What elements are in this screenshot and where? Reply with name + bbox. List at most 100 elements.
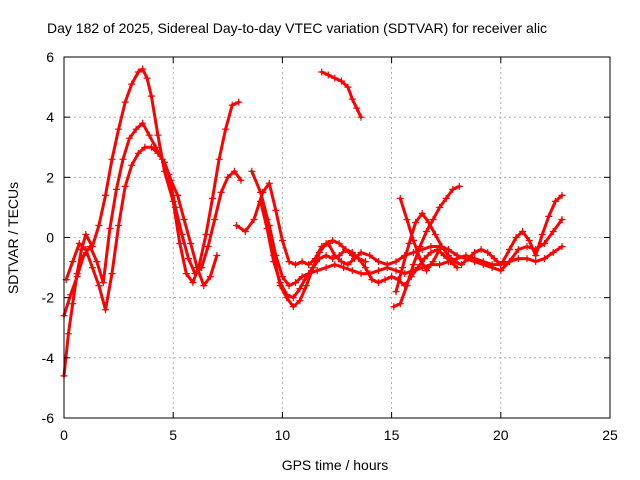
series-line <box>62 121 243 318</box>
data-point <box>368 276 376 284</box>
data-point <box>558 243 566 250</box>
data-point <box>204 243 212 250</box>
data-point <box>283 294 291 302</box>
data-point <box>484 249 492 256</box>
data-point <box>174 191 182 199</box>
data-point <box>95 282 103 290</box>
data-point <box>141 143 149 151</box>
data-point <box>171 203 179 211</box>
data-point <box>396 300 404 308</box>
data-point <box>541 255 548 263</box>
data-point <box>558 216 566 223</box>
data-point <box>82 246 90 253</box>
data-point <box>134 149 142 157</box>
y-tick-label: 4 <box>46 109 54 125</box>
data-point <box>342 246 350 253</box>
data-point <box>329 237 337 244</box>
data-point <box>139 119 147 127</box>
data-point <box>143 74 151 82</box>
data-point <box>396 194 404 202</box>
data-point <box>309 264 317 272</box>
series-line <box>250 169 564 288</box>
data-point <box>296 297 304 305</box>
data-point <box>477 246 485 253</box>
data-point <box>302 282 310 290</box>
data-point <box>329 255 337 263</box>
data-point <box>355 255 363 263</box>
x-tick-label: 20 <box>493 427 509 443</box>
data-point <box>200 282 208 290</box>
data-point <box>102 306 109 314</box>
series-line <box>259 199 459 300</box>
data-point <box>357 270 365 278</box>
data-point <box>134 68 142 76</box>
data-point <box>278 237 286 244</box>
data-point <box>106 225 114 232</box>
data-point <box>361 258 369 266</box>
series-track-7 <box>263 216 369 311</box>
data-point <box>412 219 420 226</box>
data-point <box>532 258 540 266</box>
data-point <box>337 77 345 85</box>
data-point <box>381 276 389 284</box>
data-point <box>429 216 437 223</box>
data-point <box>316 249 323 256</box>
data-point <box>532 252 540 259</box>
data-point <box>213 252 221 259</box>
data-point <box>416 255 424 263</box>
data-point <box>455 182 463 190</box>
data-point <box>458 261 465 269</box>
data-point <box>337 258 345 266</box>
data-point <box>95 222 103 229</box>
x-tick-label: 10 <box>275 427 291 443</box>
data-point <box>257 188 265 196</box>
data-point <box>523 255 531 263</box>
data-point <box>514 246 522 253</box>
data-point <box>414 264 422 272</box>
data-point <box>276 282 284 290</box>
data-point <box>375 258 382 266</box>
data-point <box>147 143 155 151</box>
data-point <box>331 261 339 269</box>
data-point <box>313 267 321 275</box>
y-tick-label: -2 <box>42 290 55 306</box>
data-point <box>82 231 90 238</box>
data-point <box>176 240 184 247</box>
data-point <box>324 71 332 79</box>
data-point <box>99 279 107 287</box>
data-point <box>265 179 273 187</box>
data-point <box>119 155 127 163</box>
data-point <box>549 249 557 256</box>
data-point <box>139 65 147 73</box>
data-point <box>488 261 496 269</box>
data-point <box>202 231 210 238</box>
data-point <box>409 249 417 256</box>
data-point <box>69 258 77 266</box>
data-point <box>322 264 330 272</box>
data-point <box>442 194 450 202</box>
data-point <box>464 255 472 263</box>
data-point <box>64 330 72 338</box>
data-point <box>514 255 522 263</box>
data-point <box>353 104 361 112</box>
data-point <box>449 185 457 193</box>
data-point <box>102 191 109 199</box>
data-point <box>444 252 452 259</box>
series-line <box>265 218 367 309</box>
data-point <box>86 243 94 250</box>
data-point <box>436 203 444 211</box>
data-point <box>248 167 256 175</box>
series-line <box>64 145 219 312</box>
data-point <box>296 285 304 293</box>
data-point <box>263 216 271 223</box>
data-point <box>178 231 186 238</box>
data-point <box>423 267 430 275</box>
data-point <box>128 80 136 88</box>
data-point <box>423 228 430 235</box>
data-point <box>121 182 129 190</box>
data-point <box>80 252 88 259</box>
data-point <box>154 131 162 139</box>
data-point <box>121 98 129 106</box>
data-point <box>289 303 297 311</box>
data-point <box>383 264 391 272</box>
